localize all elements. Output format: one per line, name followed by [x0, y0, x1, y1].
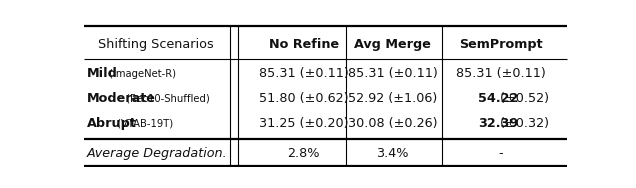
Text: Average Degradation.: Average Degradation.	[87, 147, 228, 160]
Text: 85.31 (±0.11): 85.31 (±0.11)	[259, 67, 349, 80]
Text: Shifting Scenarios: Shifting Scenarios	[98, 39, 214, 52]
Text: (±0.52): (±0.52)	[496, 92, 549, 105]
Text: Abrupt: Abrupt	[87, 117, 137, 130]
Text: 54.22: 54.22	[478, 92, 518, 105]
Text: Moderate: Moderate	[87, 92, 156, 105]
Text: No Refine: No Refine	[268, 39, 339, 52]
Text: 32.39: 32.39	[478, 117, 518, 130]
Text: 3.4%: 3.4%	[377, 147, 409, 160]
Text: 85.31 (±0.11): 85.31 (±0.11)	[348, 67, 438, 80]
Text: 85.31 (±0.11): 85.31 (±0.11)	[456, 67, 546, 80]
Text: -: -	[499, 147, 503, 160]
Text: 2.8%: 2.8%	[287, 147, 320, 160]
Text: (±0.32): (±0.32)	[496, 117, 549, 130]
Text: 52.92 (±1.06): 52.92 (±1.06)	[348, 92, 437, 105]
Text: (ImageNet-R): (ImageNet-R)	[106, 69, 176, 79]
Text: 51.80 (±0.62): 51.80 (±0.62)	[259, 92, 349, 105]
Text: SemPrompt: SemPrompt	[459, 39, 543, 52]
Text: (VTAB-19T): (VTAB-19T)	[114, 118, 174, 128]
Text: 30.08 (±0.26): 30.08 (±0.26)	[348, 117, 437, 130]
Text: (Rec10-Shuffled): (Rec10-Shuffled)	[123, 94, 210, 104]
Text: 31.25 (±0.20): 31.25 (±0.20)	[259, 117, 349, 130]
Text: Avg Merge: Avg Merge	[354, 39, 431, 52]
Text: Mild: Mild	[87, 67, 118, 80]
